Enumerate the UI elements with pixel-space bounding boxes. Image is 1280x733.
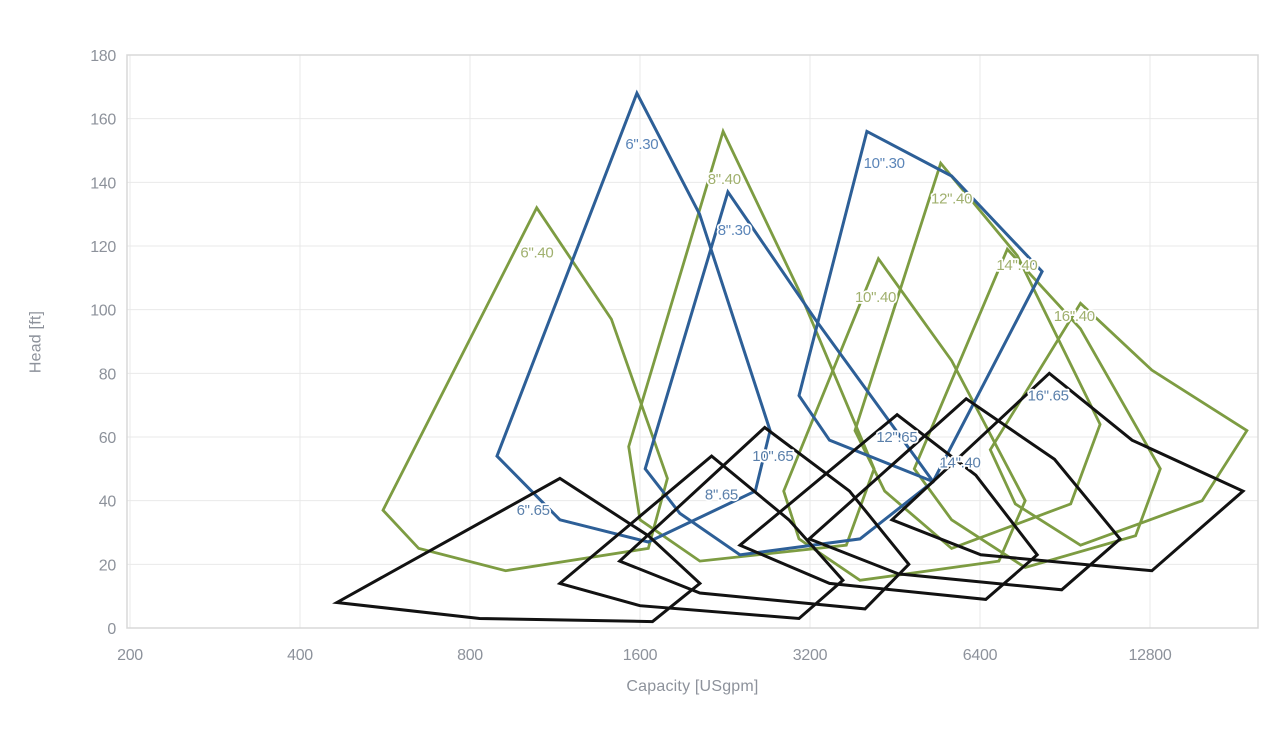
series-label-16-65: 16".65 <box>1028 388 1069 405</box>
series-label-16-40: 16".40 <box>1054 308 1095 325</box>
series-label-8-40: 8".40 <box>708 171 741 188</box>
x-axis-title: Capacity [USgpm] <box>626 678 759 695</box>
series-label-8-65: 8".65 <box>705 486 738 503</box>
x-tick-label: 6400 <box>963 647 998 664</box>
envelope-6-30 <box>495 89 772 544</box>
y-tick-label: 140 <box>90 175 116 192</box>
series-label-12-65: 12".65 <box>876 429 917 446</box>
y-tick-label: 0 <box>107 621 116 638</box>
envelope-16-65 <box>889 371 1246 573</box>
series-label-6-40: 6".40 <box>520 244 553 261</box>
plot-border <box>126 54 1259 629</box>
x-tick-label: 400 <box>287 647 313 664</box>
x-tick-label: 800 <box>457 647 483 664</box>
series-label-6-65: 6".65 <box>517 502 550 519</box>
envelope-14-40 <box>912 246 1162 570</box>
envelope-6-65 <box>332 476 703 624</box>
x-tick-label: 200 <box>117 647 143 664</box>
y-tick-label: 180 <box>90 48 116 65</box>
y-tick-label: 160 <box>90 112 116 129</box>
envelope-12-40 <box>853 160 1102 551</box>
x-tick-label: 12800 <box>1129 647 1172 664</box>
series-label-10-65: 10".65 <box>752 448 793 465</box>
y-tick-label: 40 <box>99 494 117 511</box>
series-label-14-40: 14".40 <box>940 454 981 471</box>
y-tick-label: 120 <box>90 239 116 256</box>
y-tick-label: 60 <box>99 430 117 447</box>
y-tick-label: 100 <box>90 303 116 320</box>
envelope-10-65 <box>616 425 911 611</box>
series-label-14-40: 14".40 <box>996 257 1037 274</box>
series-label-10-40: 10".40 <box>855 289 896 306</box>
y-tick-label: 80 <box>99 366 117 383</box>
envelope-6-40 <box>381 205 669 573</box>
envelope-16-40 <box>988 301 1249 547</box>
envelope-8-65 <box>556 454 846 621</box>
x-tick-label: 3200 <box>793 647 828 664</box>
envelope-14-40 <box>806 396 1123 592</box>
y-axis-title: Head [ft] <box>27 310 45 374</box>
envelope-12-65 <box>737 412 1040 601</box>
series-label-12-40: 12".40 <box>931 190 972 207</box>
envelope-8-40 <box>627 127 876 563</box>
series-label-6-30: 6".30 <box>625 136 658 153</box>
y-tick-label: 20 <box>99 557 117 574</box>
envelope-10-30 <box>797 129 1044 484</box>
x-tick-label: 1600 <box>623 647 658 664</box>
series-label-10-30: 10".30 <box>864 155 905 172</box>
envelope-8-30 <box>643 188 936 557</box>
series-label-8-30: 8".30 <box>718 222 751 239</box>
